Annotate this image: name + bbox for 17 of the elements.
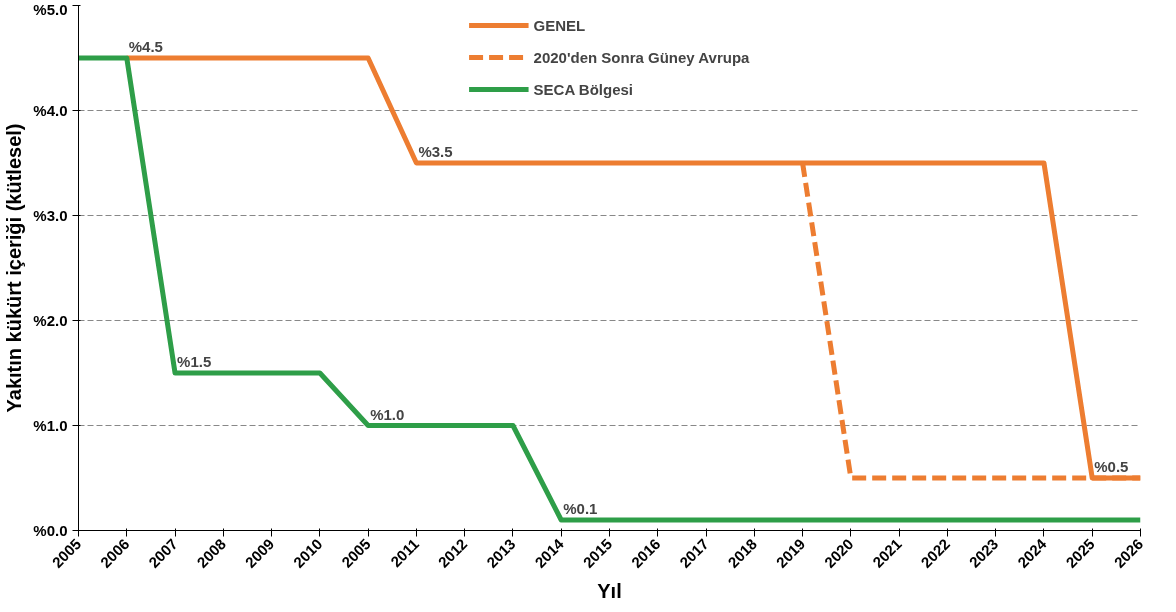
annotation: %0.1 [563,500,598,517]
annotation: %3.5 [418,143,453,160]
y-tick-label: %4.0 [33,102,68,119]
y-axis-title: Yakıtın kükürt içeriği (kütlesel) [3,123,26,413]
y-tick-label: %1.0 [33,417,68,434]
y-tick-label: %3.0 [33,207,68,224]
annotation: %1.5 [177,353,212,370]
y-tick-label: %2.0 [33,312,68,329]
annotation: %4.5 [128,38,163,55]
legend-label: 2020'den Sonra Güney Avrupa [533,48,750,66]
y-tick-label: %0.0 [33,522,68,539]
x-axis-title: Yıl [597,580,622,603]
legend-label: SECA Bölgesi [533,80,634,98]
legend-label: GENEL [533,16,586,34]
y-tick-label: %5.0 [33,0,68,18]
annotation: %1.0 [370,405,405,423]
annotation: %0.5 [1094,458,1129,475]
